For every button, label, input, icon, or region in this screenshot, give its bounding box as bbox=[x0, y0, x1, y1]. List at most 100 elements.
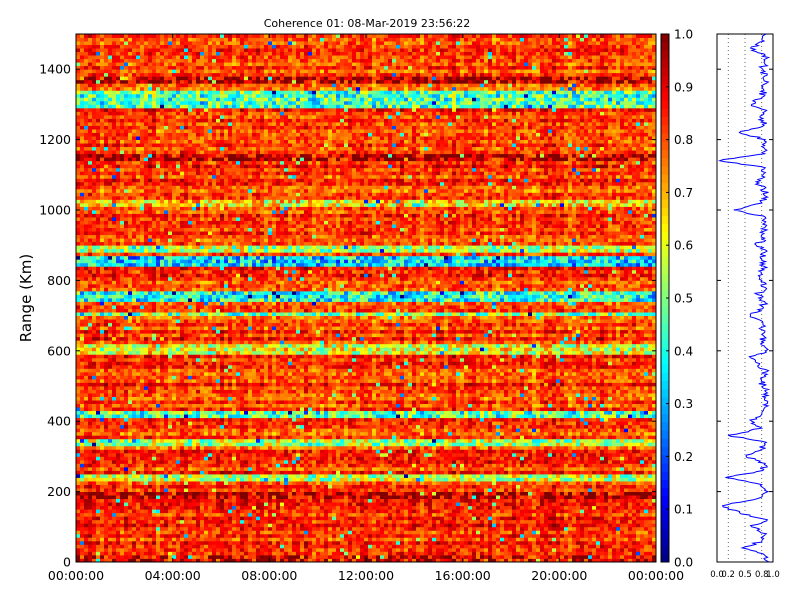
heatmap-cell bbox=[392, 555, 396, 559]
heatmap-cell bbox=[500, 474, 504, 478]
heatmap-cell bbox=[192, 502, 196, 506]
heatmap-cell bbox=[260, 439, 264, 443]
heatmap-cell bbox=[116, 523, 120, 527]
heatmap-cell bbox=[600, 520, 604, 524]
heatmap-cell bbox=[224, 488, 228, 492]
heatmap-cell bbox=[196, 485, 200, 489]
heatmap-cell bbox=[372, 551, 376, 555]
heatmap-cell bbox=[104, 544, 108, 548]
heatmap-cell bbox=[324, 527, 328, 531]
heatmap-cell bbox=[524, 502, 528, 506]
heatmap-cell bbox=[228, 513, 232, 517]
heatmap-cell bbox=[492, 470, 496, 474]
heatmap-cell bbox=[504, 488, 508, 492]
heatmap-cell bbox=[100, 453, 104, 457]
heatmap-cell bbox=[296, 548, 300, 552]
heatmap-cell bbox=[520, 485, 524, 489]
heatmap-cell bbox=[128, 513, 132, 517]
heatmap-cell bbox=[236, 513, 240, 517]
heatmap-cell bbox=[420, 548, 424, 552]
heatmap-cell bbox=[640, 555, 644, 559]
heatmap-cell bbox=[376, 527, 380, 531]
heatmap-cell bbox=[564, 446, 568, 450]
heatmap-cell bbox=[196, 544, 200, 548]
heatmap-cell bbox=[300, 442, 304, 446]
heatmap-cell bbox=[604, 485, 608, 489]
heatmap-cell bbox=[288, 520, 292, 524]
heatmap-cell bbox=[608, 485, 612, 489]
heatmap-cell bbox=[156, 548, 160, 552]
heatmap-cell bbox=[420, 449, 424, 453]
heatmap-cell bbox=[328, 492, 332, 496]
heatmap-cell bbox=[356, 555, 360, 559]
heatmap-cell bbox=[540, 502, 544, 506]
heatmap-cell bbox=[124, 523, 128, 527]
heatmap-cell bbox=[416, 478, 420, 482]
heatmap-cell bbox=[580, 523, 584, 527]
heatmap-cell bbox=[148, 481, 152, 485]
heatmap-cell bbox=[100, 446, 104, 450]
heatmap-cell bbox=[144, 467, 148, 471]
heatmap-cell bbox=[284, 537, 288, 541]
heatmap-cell bbox=[368, 520, 372, 524]
heatmap-cell bbox=[160, 488, 164, 492]
heatmap-cell bbox=[340, 551, 344, 555]
heatmap-cell bbox=[228, 449, 232, 453]
heatmap-cell bbox=[180, 520, 184, 524]
heatmap-cell bbox=[132, 453, 136, 457]
heatmap-cell bbox=[92, 488, 96, 492]
heatmap-cell bbox=[336, 439, 340, 443]
heatmap-cell bbox=[632, 555, 636, 559]
heatmap-cell bbox=[560, 513, 564, 517]
heatmap-cell bbox=[484, 467, 488, 471]
heatmap-cell bbox=[340, 541, 344, 545]
heatmap-cell bbox=[540, 478, 544, 482]
heatmap-cell bbox=[356, 449, 360, 453]
heatmap-cell bbox=[124, 541, 128, 545]
heatmap-cell bbox=[512, 481, 516, 485]
heatmap-cell bbox=[580, 456, 584, 460]
heatmap-cell bbox=[476, 541, 480, 545]
heatmap-cell bbox=[108, 453, 112, 457]
heatmap-cell bbox=[616, 456, 620, 460]
heatmap-cell bbox=[372, 485, 376, 489]
heatmap-cell bbox=[280, 555, 284, 559]
heatmap-cell bbox=[400, 481, 404, 485]
heatmap-cell bbox=[240, 460, 244, 464]
heatmap-cell bbox=[456, 502, 460, 506]
heatmap-cell bbox=[556, 537, 560, 541]
heatmap-cell bbox=[280, 446, 284, 450]
heatmap-cell bbox=[416, 516, 420, 520]
heatmap-cell bbox=[456, 530, 460, 534]
heatmap-cell bbox=[432, 478, 436, 482]
heatmap-cell bbox=[316, 467, 320, 471]
heatmap-cell bbox=[140, 460, 144, 464]
heatmap-cell bbox=[168, 541, 172, 545]
heatmap-cell bbox=[640, 460, 644, 464]
heatmap-cell bbox=[520, 530, 524, 534]
heatmap-cell bbox=[88, 509, 92, 513]
heatmap-cell bbox=[276, 492, 280, 496]
heatmap-cell bbox=[316, 474, 320, 478]
heatmap-cell bbox=[192, 478, 196, 482]
heatmap-cell bbox=[108, 555, 112, 559]
heatmap-cell bbox=[624, 530, 628, 534]
heatmap-cell bbox=[612, 530, 616, 534]
heatmap-cell bbox=[544, 509, 548, 513]
heatmap-cell bbox=[608, 449, 612, 453]
heatmap-cell bbox=[548, 453, 552, 457]
heatmap-cell bbox=[584, 541, 588, 545]
heatmap-cell bbox=[608, 548, 612, 552]
heatmap-cell bbox=[504, 534, 508, 538]
heatmap-cell bbox=[516, 527, 520, 531]
heatmap-cell bbox=[116, 485, 120, 489]
heatmap-cell bbox=[604, 492, 608, 496]
heatmap-cell bbox=[92, 509, 96, 513]
heatmap-cell bbox=[84, 499, 88, 503]
heatmap-cell bbox=[192, 534, 196, 538]
heatmap-cell bbox=[548, 463, 552, 467]
heatmap-cell bbox=[420, 534, 424, 538]
heatmap-cell bbox=[452, 453, 456, 457]
heatmap-cell bbox=[284, 530, 288, 534]
heatmap-cell bbox=[600, 446, 604, 450]
